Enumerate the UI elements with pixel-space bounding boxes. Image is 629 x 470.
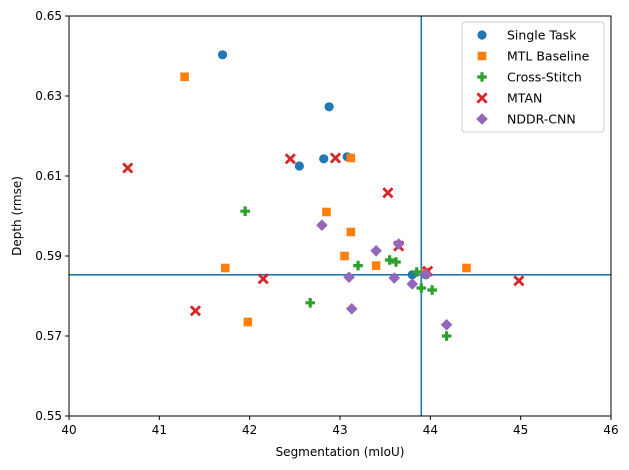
data-point: [329, 152, 342, 164]
data-point: [411, 267, 422, 277]
data-point: [319, 154, 329, 164]
data-point: [462, 263, 471, 273]
data-point: [371, 261, 381, 270]
legend-item: MTAN: [476, 91, 542, 106]
y-tick-label: 0.65: [35, 9, 62, 23]
y-tick-label: 0.63: [35, 89, 62, 103]
data-point: [345, 303, 358, 315]
legend-box: [461, 21, 605, 133]
x-axis-label: Segmentation (mIoU): [276, 445, 405, 459]
legend-marker: [477, 72, 487, 82]
data-point: [343, 271, 355, 283]
x-tick-label: 44: [423, 423, 438, 437]
legend-label: NDDR-CNN: [507, 112, 576, 127]
axes: 40 41 42 43 44 45 46 0.55 0.57 0.59 0.61 0.63 0.65: [35, 9, 618, 437]
y-tick-label: 0.61: [35, 169, 62, 183]
data-point: [284, 153, 296, 165]
legend-label: Cross-Stitch: [507, 70, 582, 85]
data-point: [324, 102, 334, 112]
legend-label: MTAN: [507, 91, 542, 106]
y-tick-label: 0.57: [35, 329, 62, 343]
data-point: [217, 50, 228, 60]
legend-item: MTL Baseline: [477, 49, 590, 64]
data-point: [388, 272, 400, 284]
data-point: [305, 298, 315, 308]
data-point: [513, 275, 525, 287]
legend-marker: [476, 113, 488, 125]
x-tick-label: 42: [242, 423, 257, 437]
legend-label: Single Task: [507, 28, 577, 43]
data-point: [370, 245, 382, 257]
data-point: [391, 257, 401, 267]
x-tick-label: 45: [513, 423, 528, 437]
series-mtan: [122, 152, 525, 317]
data-point: [294, 161, 304, 171]
data-point: [316, 219, 328, 231]
data-point: [441, 331, 452, 341]
data-point: [416, 283, 427, 293]
data-point: [180, 72, 189, 82]
x-tick-label: 40: [61, 423, 76, 437]
data-point: [346, 153, 356, 163]
reference-lines: [69, 16, 611, 416]
data-point: [220, 263, 230, 273]
data-point: [322, 207, 331, 217]
data-point: [420, 268, 432, 280]
x-tick-label: 43: [332, 423, 347, 437]
legend-item: Cross-Stitch: [477, 70, 582, 85]
series-nddr-cnn: [316, 219, 453, 331]
data-point: [382, 187, 394, 199]
series-cross-stitch: [240, 206, 452, 341]
legend-marker: [476, 92, 488, 104]
data-point: [353, 260, 363, 271]
data-point: [392, 238, 405, 250]
data-point: [257, 273, 269, 285]
legend-item: Single Task: [477, 28, 577, 43]
legend-item: NDDR-CNN: [476, 112, 576, 127]
data-point: [243, 317, 253, 327]
x-tick-label: 41: [152, 423, 167, 437]
data-point: [189, 305, 202, 317]
data-point: [406, 278, 419, 290]
data-point: [427, 285, 437, 295]
legend-marker: [477, 30, 487, 40]
data-point: [440, 319, 453, 331]
data-point: [340, 251, 349, 261]
y-axis-label: Depth (rmse): [10, 176, 24, 256]
data-point: [384, 255, 395, 265]
x-tick-label: 46: [603, 423, 618, 437]
data-points: [122, 50, 525, 341]
legend-marker: [477, 51, 487, 61]
data-point: [240, 206, 250, 216]
legend: Single Task MTL Baseline Cross-Stitch MTAN N…: [461, 21, 605, 133]
y-tick-label: 0.59: [35, 249, 62, 263]
legend-label: MTL Baseline: [507, 49, 590, 64]
data-point: [122, 162, 134, 174]
data-point: [346, 227, 356, 237]
y-tick-label: 0.55: [35, 409, 62, 423]
